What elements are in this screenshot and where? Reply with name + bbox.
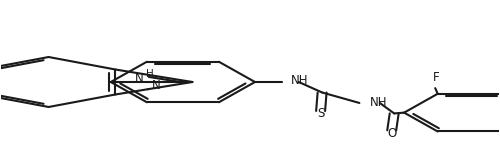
Text: S: S xyxy=(317,107,324,120)
Text: F: F xyxy=(433,71,440,84)
Text: NH: NH xyxy=(291,74,308,87)
Text: N: N xyxy=(152,79,160,92)
Text: O: O xyxy=(387,127,396,140)
Text: N: N xyxy=(135,72,144,85)
Text: NH: NH xyxy=(370,96,388,109)
Text: H: H xyxy=(146,69,154,79)
